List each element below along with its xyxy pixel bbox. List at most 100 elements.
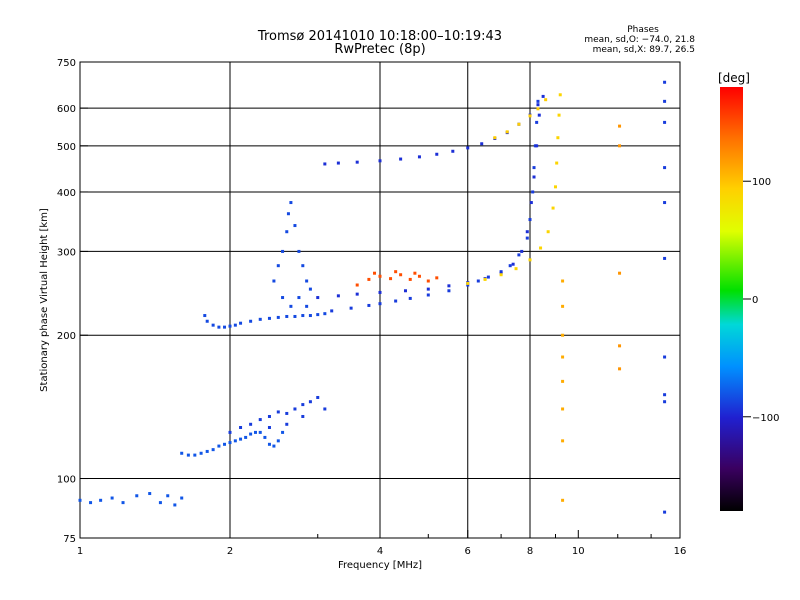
data-point xyxy=(561,498,565,502)
colorbar xyxy=(720,87,743,511)
x-tick-label: 2 xyxy=(227,546,233,557)
data-point xyxy=(373,271,377,275)
data-point xyxy=(663,393,667,397)
data-point xyxy=(426,279,430,283)
data-point xyxy=(272,444,276,448)
data-point xyxy=(618,144,622,148)
data-point xyxy=(336,161,340,165)
y-tick-label: 600 xyxy=(57,104,76,115)
data-point xyxy=(378,159,382,163)
data-points xyxy=(78,80,667,514)
data-point xyxy=(249,319,253,323)
data-point xyxy=(561,407,565,411)
colorbar-label: [deg] xyxy=(718,71,750,85)
data-point xyxy=(305,279,309,283)
trace-o-vertical-15 xyxy=(663,80,667,514)
data-point xyxy=(417,274,421,278)
trace-x-vertical-12 xyxy=(618,124,622,371)
data-point xyxy=(228,324,232,328)
trace-x-F2-trace xyxy=(466,93,562,285)
data-point xyxy=(308,400,312,404)
data-point xyxy=(447,284,451,288)
data-point xyxy=(323,312,327,316)
data-point xyxy=(539,246,543,250)
phases-x-stats: mean, sd,X: 89.7, 26.5 xyxy=(593,45,695,55)
data-point xyxy=(301,264,305,268)
data-point xyxy=(239,425,243,429)
data-point xyxy=(203,314,207,318)
data-point xyxy=(297,296,301,300)
data-point xyxy=(618,124,622,128)
data-point xyxy=(148,492,152,496)
data-point xyxy=(480,142,484,146)
data-point xyxy=(499,270,503,274)
data-point xyxy=(330,309,334,313)
data-point xyxy=(618,344,622,348)
data-point xyxy=(205,319,209,323)
data-point xyxy=(508,264,512,268)
data-point xyxy=(249,432,253,436)
data-point xyxy=(121,501,125,505)
data-point xyxy=(663,355,667,359)
data-point xyxy=(355,283,359,287)
data-point xyxy=(293,407,297,411)
data-point xyxy=(173,503,177,507)
data-point xyxy=(493,136,497,140)
phases-title: Phases xyxy=(627,25,659,35)
data-point xyxy=(199,451,203,455)
data-point xyxy=(305,304,309,308)
data-point xyxy=(285,230,289,234)
data-point xyxy=(276,439,280,443)
colorbar-tick-label: −100 xyxy=(752,413,779,424)
data-point xyxy=(135,494,139,498)
data-point xyxy=(561,439,565,443)
data-point xyxy=(546,230,550,234)
data-point xyxy=(447,289,451,293)
data-point xyxy=(228,441,232,445)
axis-ticks: 1 2 4 6 8 10 16 75 100 200 300 400 500 600 750 xyxy=(57,58,686,557)
y-tick-label: 400 xyxy=(57,188,76,199)
data-point xyxy=(316,313,320,317)
data-point xyxy=(78,498,82,502)
data-point xyxy=(205,449,209,453)
data-point xyxy=(378,290,382,294)
chart-subtitle: RwPretec (8p) xyxy=(334,42,425,57)
data-point xyxy=(267,414,271,418)
trace-o-E-trace xyxy=(180,430,285,457)
data-point xyxy=(426,287,430,291)
data-point xyxy=(556,136,560,140)
data-point xyxy=(663,80,667,84)
data-point xyxy=(663,120,667,124)
data-point xyxy=(535,120,539,124)
data-point xyxy=(267,316,271,320)
data-point xyxy=(394,299,398,303)
data-point xyxy=(285,314,289,318)
x-tick-label: 8 xyxy=(527,546,533,557)
data-point xyxy=(561,279,565,283)
data-point xyxy=(258,418,262,422)
data-point xyxy=(211,448,215,452)
data-point xyxy=(408,296,412,300)
data-point xyxy=(110,496,114,500)
data-point xyxy=(618,271,622,275)
y-tick-label: 200 xyxy=(57,331,76,342)
data-point xyxy=(323,162,327,166)
data-point xyxy=(394,270,398,274)
data-point xyxy=(267,425,271,429)
data-point xyxy=(528,114,532,118)
trace-o-Es-cluster xyxy=(228,395,327,434)
data-point xyxy=(99,498,103,502)
data-point xyxy=(293,314,297,318)
y-tick-label: 300 xyxy=(57,247,76,258)
data-point xyxy=(426,293,430,297)
data-point xyxy=(544,98,548,102)
data-point xyxy=(217,325,221,329)
data-point xyxy=(253,430,257,434)
data-point xyxy=(663,510,667,514)
data-point xyxy=(532,166,536,170)
data-point xyxy=(555,161,559,165)
data-point xyxy=(378,274,382,278)
data-point xyxy=(193,453,197,457)
trace-x-second-hop xyxy=(493,98,548,140)
